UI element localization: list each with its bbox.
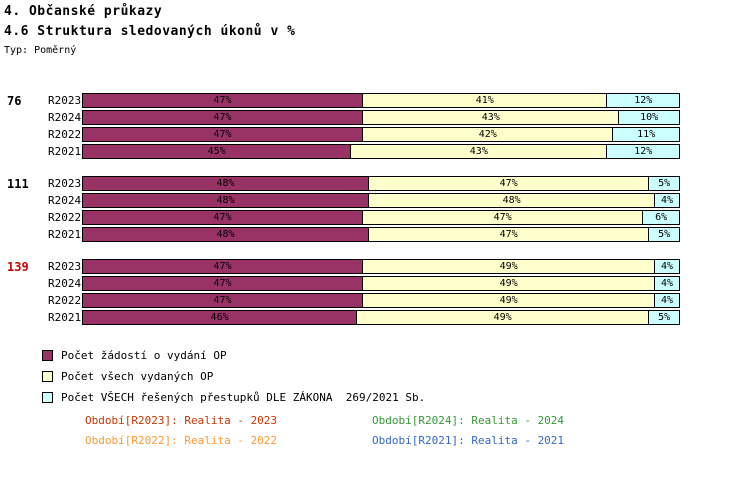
bar-segment: 5% (649, 177, 679, 190)
row-label: R2023 (48, 260, 82, 273)
row-label: R2024 (48, 111, 82, 124)
bar-segment: 47% (83, 111, 364, 124)
stacked-bar: 47% 49% 4% (82, 293, 680, 308)
bar-segment: 47% (83, 277, 364, 290)
bar-segment: 48% (83, 177, 370, 190)
footnote-r2023: Období[R2023]: Realita - 2023 (85, 414, 278, 427)
bar-row: R2021 48% 47% 5% (0, 226, 680, 243)
stacked-bar: 47% 49% 4% (82, 276, 680, 291)
footnote-r2024: Období[R2024]: Realita - 2024 (372, 414, 565, 427)
bar-row: R2023 47% 41% 12% (0, 92, 680, 109)
row-label: R2024 (48, 277, 82, 290)
bar-segment: 46% (83, 311, 358, 324)
bar-segment: 48% (83, 194, 370, 207)
bar-segment: 47% (83, 94, 364, 107)
bar-row: R2022 47% 42% 11% (0, 126, 680, 143)
bar-segment: 4% (655, 260, 679, 273)
bar-segment: 49% (357, 311, 650, 324)
row-label: R2021 (48, 311, 82, 324)
legend-label: Počet všech vydaných OP (61, 370, 214, 383)
stacked-bar: 46% 49% 5% (82, 310, 680, 325)
bar-segment: 12% (607, 94, 679, 107)
legend-swatch-issued (42, 371, 53, 382)
bar-segment: 6% (643, 211, 679, 224)
chart-type-label: Typ: Poměrný (4, 45, 77, 56)
bar-group: 76 R2023 47% 41% 12% R2024 47% 43% 10% R2022 47% 42… (0, 92, 680, 160)
footnotes: Období[R2023]: Realita - 2023 Období[R20… (85, 414, 564, 447)
bar-segment: 4% (655, 294, 679, 307)
bar-segment: 45% (83, 145, 352, 158)
stacked-bar: 47% 49% 4% (82, 259, 680, 274)
bar-segment: 47% (369, 228, 650, 241)
page-title: 4. Občanské průkazy (4, 4, 163, 19)
row-label: R2021 (48, 228, 82, 241)
row-label: R2022 (48, 294, 82, 307)
bar-row: R2023 47% 49% 4% (0, 258, 680, 275)
bar-segment: 42% (363, 128, 614, 141)
bar-segment: 47% (83, 128, 364, 141)
bar-segment: 48% (369, 194, 656, 207)
bar-row: R2024 47% 43% 10% (0, 109, 680, 126)
chart: 76 R2023 47% 41% 12% R2024 47% 43% 10% R2022 47% 42… (0, 92, 680, 341)
group-label: 76 (7, 94, 22, 108)
bar-segment: 4% (655, 277, 679, 290)
row-label: R2022 (48, 128, 82, 141)
stacked-bar: 47% 43% 10% (82, 110, 680, 125)
legend-swatch-offences (42, 392, 53, 403)
bar-segment: 12% (607, 145, 679, 158)
row-label: R2023 (48, 177, 82, 190)
legend-label: Počet VŠECH řešených přestupků DLE ZÁKON… (61, 391, 426, 404)
bar-row: R2023 48% 47% 5% (0, 175, 680, 192)
bar-segment: 41% (363, 94, 608, 107)
stacked-bar: 48% 48% 4% (82, 193, 680, 208)
legend-label: Počet žádostí o vydání OP (61, 349, 227, 362)
row-label: R2021 (48, 145, 82, 158)
bar-segment: 47% (83, 211, 364, 224)
chart-title: 4.6 Struktura sledovaných úkonů v % (4, 24, 296, 39)
bar-segment: 48% (83, 228, 370, 241)
row-label: R2023 (48, 94, 82, 107)
bar-row: R2022 47% 49% 4% (0, 292, 680, 309)
group-label: 111 (7, 177, 29, 191)
bar-segment: 4% (655, 194, 679, 207)
bar-segment: 5% (649, 228, 679, 241)
bar-segment: 49% (363, 294, 656, 307)
legend-item-issued: Počet všech vydaných OP (42, 366, 425, 387)
bar-group: 111 R2023 48% 47% 5% R2024 48% 48% 4% R2022 47% 47%… (0, 175, 680, 243)
bar-segment: 43% (351, 145, 608, 158)
footnote-r2021: Období[R2021]: Realita - 2021 (372, 434, 565, 447)
row-label: R2024 (48, 194, 82, 207)
bar-segment: 47% (369, 177, 650, 190)
legend-swatch-applications (42, 350, 53, 361)
stacked-bar: 47% 47% 6% (82, 210, 680, 225)
bar-segment: 47% (83, 260, 364, 273)
bar-group: 139 R2023 47% 49% 4% R2024 47% 49% 4% R2022 47% 49%… (0, 258, 680, 326)
bar-segment: 47% (83, 294, 364, 307)
footnote-r2022: Období[R2022]: Realita - 2022 (85, 434, 278, 447)
legend-item-applications: Počet žádostí o vydání OP (42, 345, 425, 366)
bar-row: R2024 48% 48% 4% (0, 192, 680, 209)
bar-segment: 11% (613, 128, 679, 141)
legend-item-offences: Počet VŠECH řešených přestupků DLE ZÁKON… (42, 387, 425, 408)
bar-segment: 43% (363, 111, 620, 124)
bar-segment: 49% (363, 277, 656, 290)
bar-row: R2021 46% 49% 5% (0, 309, 680, 326)
bar-segment: 10% (619, 111, 679, 124)
stacked-bar: 48% 47% 5% (82, 176, 680, 191)
stacked-bar: 47% 41% 12% (82, 93, 680, 108)
bar-segment: 47% (363, 211, 644, 224)
group-label: 139 (7, 260, 29, 274)
legend: Počet žádostí o vydání OP Počet všech vy… (42, 345, 425, 408)
bar-segment: 49% (363, 260, 656, 273)
row-label: R2022 (48, 211, 82, 224)
stacked-bar: 48% 47% 5% (82, 227, 680, 242)
bar-row: R2021 45% 43% 12% (0, 143, 680, 160)
bar-row: R2024 47% 49% 4% (0, 275, 680, 292)
stacked-bar: 47% 42% 11% (82, 127, 680, 142)
bar-segment: 5% (649, 311, 679, 324)
bar-row: R2022 47% 47% 6% (0, 209, 680, 226)
stacked-bar: 45% 43% 12% (82, 144, 680, 159)
